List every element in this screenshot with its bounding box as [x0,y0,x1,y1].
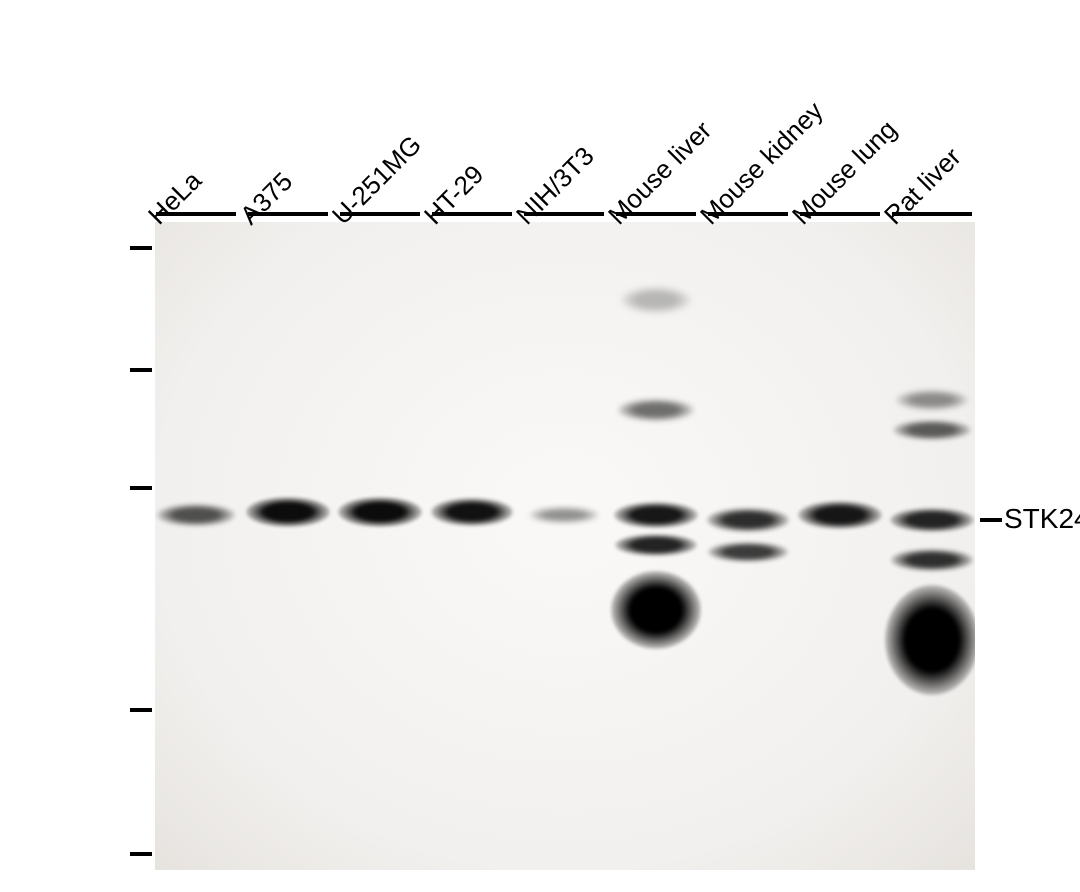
lane-underline [156,212,236,216]
band [896,390,968,410]
mw-marker-tick [130,852,152,856]
mw-marker-tick [130,708,152,712]
target-tick [980,518,1002,522]
target-label: STK24 [1004,503,1080,535]
band [893,420,971,440]
lane-underline [616,212,696,216]
band [338,497,422,527]
band [618,399,694,421]
band [431,498,513,526]
band [708,542,788,562]
band [890,508,974,532]
band [246,497,330,527]
band [707,508,789,532]
lane-underline [248,212,328,216]
lane-underline [892,212,972,216]
mw-marker-tick [130,368,152,372]
lane-underline [340,212,420,216]
mw-marker-tick [130,486,152,490]
western-blot-figure: HeLaA375U-251MGHT-29NIH/3T3Mouse liverMo… [0,0,1080,892]
band [891,549,973,571]
band [529,507,599,523]
band [798,501,882,529]
lane-label: HT-29 [418,159,490,231]
mw-marker-tick [130,246,152,250]
band [615,534,697,556]
blot-membrane [155,222,975,870]
band [611,571,701,649]
lane-underline [432,212,512,216]
band [614,502,698,528]
band [621,287,691,313]
band [885,585,975,695]
lane-label: Rat liver [878,142,967,231]
lane-label: NIH/3T3 [510,141,600,231]
lane-underline [524,212,604,216]
lane-underline [708,212,788,216]
band [157,504,235,526]
lane-underline [800,212,880,216]
